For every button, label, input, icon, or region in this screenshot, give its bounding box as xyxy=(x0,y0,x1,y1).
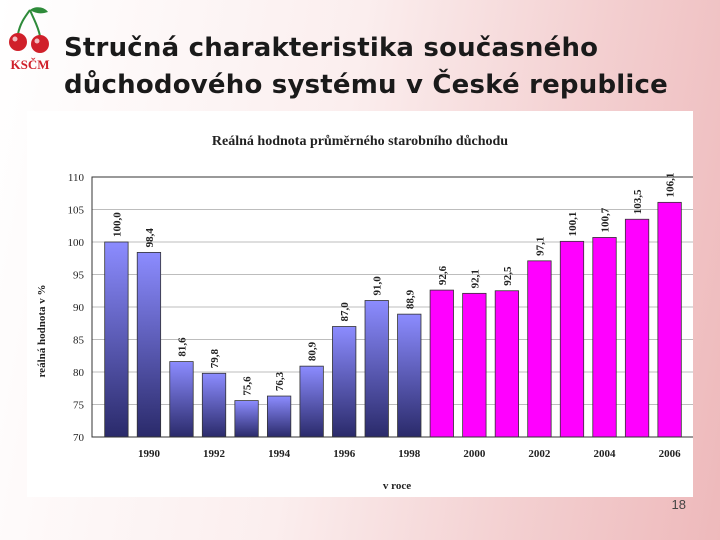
value-label: 81,6 xyxy=(176,337,188,357)
x-tick-label: 1996 xyxy=(333,448,356,460)
bar xyxy=(494,290,520,438)
bar xyxy=(527,260,552,438)
bar xyxy=(592,237,617,438)
y-tick-label: 80 xyxy=(73,367,85,379)
y-tick-label: 90 xyxy=(73,302,85,314)
bar xyxy=(234,400,259,438)
value-label: 75,6 xyxy=(242,376,254,396)
value-label: 92,1 xyxy=(469,269,481,288)
y-tick-label: 105 xyxy=(68,205,85,217)
slide-title: Stručná charakteristika současného důcho… xyxy=(64,30,714,104)
slide-title-line2: důchodového systému v České republice xyxy=(64,70,668,100)
y-tick-label: 95 xyxy=(73,270,85,282)
bar xyxy=(266,395,292,438)
bar-chart: Reálná hodnota průměrného starobního důc… xyxy=(36,134,695,492)
bar xyxy=(624,218,650,438)
bar xyxy=(201,372,227,438)
x-tick-label: 2000 xyxy=(463,448,486,460)
x-axis-label: v roce xyxy=(383,480,411,492)
slide-title-line1: Stručná charakteristika současného xyxy=(64,33,599,63)
bar xyxy=(136,251,162,438)
bar xyxy=(657,201,682,438)
bars xyxy=(104,201,682,438)
x-tick-label: 2002 xyxy=(528,448,551,460)
x-axis-ticks: 1990 1992 1994 1996 1998 2000 2002 2004 2006 xyxy=(138,448,681,460)
x-tick-label: 1990 xyxy=(138,448,161,460)
bar xyxy=(332,326,357,438)
y-tick-label: 70 xyxy=(73,432,85,444)
chart-panel: Reálná hodnota průměrného starobního důc… xyxy=(27,111,695,497)
bar xyxy=(397,313,422,438)
y-tick-label: 100 xyxy=(68,237,85,249)
value-label: 91,0 xyxy=(372,276,384,296)
bar xyxy=(104,241,129,438)
x-tick-label: 2004 xyxy=(594,448,617,460)
bar xyxy=(299,365,324,438)
bar xyxy=(462,292,487,438)
logo-text: KSČM xyxy=(11,57,50,72)
value-label: 100,1 xyxy=(567,212,579,237)
value-labels: 100,0 98,4 81,6 79,8 75,6 76,3 80,9 87,0 91,0 88,… xyxy=(111,173,676,396)
value-label: 92,6 xyxy=(437,265,449,285)
x-tick-label: 1998 xyxy=(398,448,421,460)
kscm-logo: KSČM xyxy=(4,4,56,72)
value-label: 106,1 xyxy=(665,173,677,198)
chart-title: Reálná hodnota průměrného starobního důc… xyxy=(212,134,508,149)
value-label: 92,5 xyxy=(502,266,514,286)
value-label: 80,9 xyxy=(307,341,319,361)
x-tick-label: 1994 xyxy=(268,448,291,460)
value-label: 79,8 xyxy=(209,349,221,369)
bar xyxy=(559,240,585,438)
value-label: 76,3 xyxy=(274,371,286,391)
page-number: 18 xyxy=(671,497,686,512)
bar xyxy=(364,300,389,438)
y-axis-label: reálná hodnota v % xyxy=(36,284,48,377)
bar xyxy=(169,361,194,438)
cherries-icon: KSČM xyxy=(9,7,50,72)
value-label: 98,4 xyxy=(144,228,156,248)
y-tick-label: 110 xyxy=(68,172,85,184)
x-tick-label: 1992 xyxy=(203,448,226,460)
y-axis-ticks: 70 75 80 85 90 95 100 105 110 xyxy=(68,172,85,444)
value-label: 97,1 xyxy=(534,237,546,256)
value-label: 87,0 xyxy=(339,302,351,322)
x-tick-label: 2006 xyxy=(659,448,682,460)
y-tick-label: 75 xyxy=(73,400,85,412)
value-label: 100,0 xyxy=(111,212,123,237)
value-label: 100,7 xyxy=(600,207,612,232)
value-label: 88,9 xyxy=(404,289,416,309)
y-tick-label: 85 xyxy=(73,335,85,347)
bar xyxy=(429,289,454,438)
value-label: 103,5 xyxy=(632,189,644,214)
